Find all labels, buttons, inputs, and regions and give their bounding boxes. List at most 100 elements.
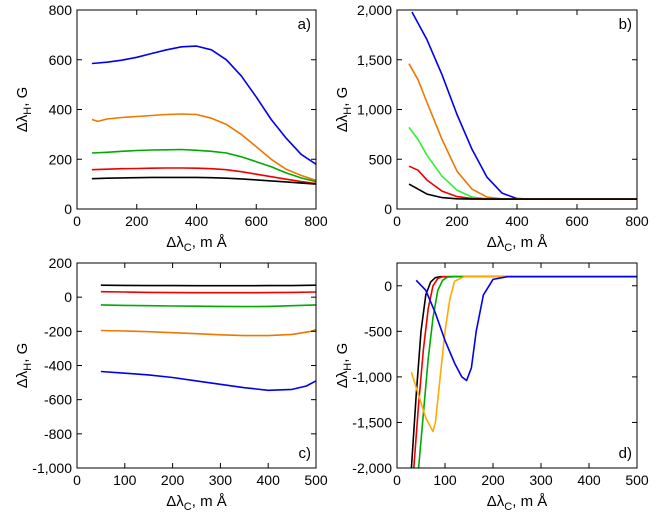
plot-frame <box>396 9 638 210</box>
y-tick-label: 0 <box>64 201 72 217</box>
x-tick-label: 400 <box>505 213 529 229</box>
x-tick-label: 400 <box>257 472 281 488</box>
series-line-4 <box>91 167 316 185</box>
y-axis-label: ΔλH, G <box>14 87 34 133</box>
y-tick-label: -800 <box>44 426 72 442</box>
series-line-5 <box>91 176 316 185</box>
series-line-2 <box>413 275 637 468</box>
y-axis-label-sub: H <box>342 107 354 115</box>
x-tick-label: 200 <box>161 472 185 488</box>
y-tick-label: 200 <box>49 255 73 271</box>
x-tick-label: 300 <box>529 472 553 488</box>
panel-letter: c) <box>299 445 312 462</box>
y-axis-label-unit: , G <box>14 343 31 363</box>
series-line-4 <box>410 275 637 433</box>
y-axis-label-main: Δλ <box>14 114 31 132</box>
y-axis-label-sub: H <box>342 363 354 371</box>
y-axis-label: ΔλH, G <box>334 87 354 133</box>
x-axis-label-main: Δλ <box>487 493 505 510</box>
plot-frame <box>76 9 317 210</box>
x-axis-label-main: Δλ <box>487 234 505 251</box>
y-tick-label: -400 <box>44 358 72 374</box>
x-tick-label: 600 <box>565 213 589 229</box>
series-line-2 <box>408 63 637 200</box>
series-line-3 <box>408 126 637 200</box>
x-axis-label: ΔλC, m Å <box>487 234 548 254</box>
x-tick-label: 800 <box>304 213 328 229</box>
y-tick-label: -500 <box>364 323 392 339</box>
y-axis-label-main: Δλ <box>334 114 351 132</box>
y-tick-label: 600 <box>49 52 73 68</box>
y-axis-label: ΔλH, G <box>334 343 354 389</box>
y-tick-label: -1,000 <box>32 460 72 476</box>
x-tick-label: 200 <box>125 213 149 229</box>
y-tick-label: 0 <box>64 289 72 305</box>
y-tick-label: -1,000 <box>352 369 392 385</box>
series-line-2 <box>91 113 316 182</box>
series-line-4 <box>100 328 316 337</box>
x-tick-label: 0 <box>73 213 81 229</box>
x-tick-label: 0 <box>73 472 81 488</box>
y-axis-label-sub: H <box>22 363 34 371</box>
x-axis-label-unit: , m Å <box>512 234 547 251</box>
x-axis-label-sub: C <box>184 242 192 254</box>
y-tick-label: -600 <box>44 392 72 408</box>
x-axis-label-main: Δλ <box>166 493 184 510</box>
x-axis-label-sub: C <box>504 501 512 513</box>
x-tick-label: 100 <box>113 472 137 488</box>
y-tick-label: -2,000 <box>352 460 392 476</box>
series-line-1 <box>410 275 637 468</box>
x-tick-label: 500 <box>304 472 328 488</box>
series-line-1 <box>91 45 316 165</box>
y-axis-label-unit: , G <box>14 87 31 107</box>
series-line-5 <box>408 183 637 200</box>
x-tick-label: 500 <box>625 472 649 488</box>
y-axis-label-unit: , G <box>334 343 351 363</box>
x-tick-label: 800 <box>625 213 649 229</box>
series-line-5 <box>415 275 637 382</box>
y-tick-label: 800 <box>49 2 73 18</box>
y-tick-label: 0 <box>384 278 392 294</box>
series-line-2 <box>100 290 316 294</box>
series-line-1 <box>100 284 316 287</box>
x-axis-label-unit: , m Å <box>512 493 547 510</box>
x-tick-label: 200 <box>481 472 505 488</box>
y-tick-label: 400 <box>49 102 73 118</box>
x-tick-label: 0 <box>393 472 401 488</box>
series-line-1 <box>411 11 637 200</box>
x-tick-label: 400 <box>577 472 601 488</box>
series-line-3 <box>91 148 316 183</box>
panel-letter: a) <box>298 16 311 33</box>
y-tick-label: 200 <box>49 151 73 167</box>
plot-frame <box>396 262 638 469</box>
y-tick-label: 1,500 <box>357 52 392 68</box>
x-axis-label-sub: C <box>184 501 192 513</box>
plot-frame <box>76 262 317 469</box>
x-tick-label: 400 <box>185 213 209 229</box>
x-tick-label: 200 <box>445 213 469 229</box>
panel-letter: b) <box>619 16 632 33</box>
x-axis-label-unit: , m Å <box>192 234 227 251</box>
y-tick-label: 2,000 <box>357 2 392 18</box>
x-axis-label-sub: C <box>504 242 512 254</box>
panel-3: 0 100 200 300 400 500 -1,000 -800 -600 -400 -200 0 2… <box>14 255 328 513</box>
series-line-5 <box>100 370 316 392</box>
y-tick-label: 1,000 <box>357 102 392 118</box>
series-line-3 <box>100 304 316 308</box>
y-tick-label: 500 <box>369 151 393 167</box>
x-tick-label: 0 <box>393 213 401 229</box>
y-tick-label: -200 <box>44 323 72 339</box>
x-axis-label: ΔλC, m Å <box>487 493 548 513</box>
y-tick-label: -1,500 <box>352 414 392 430</box>
y-axis-label: ΔλH, G <box>14 343 34 389</box>
x-axis-label-main: Δλ <box>166 234 184 251</box>
x-tick-label: 600 <box>245 213 269 229</box>
x-axis-label: ΔλC, m Å <box>166 493 227 513</box>
panel-4: 0 100 200 300 400 500 -2,000 -1,500 -1,000 -500 0 Δ… <box>334 262 649 513</box>
x-tick-label: 300 <box>209 472 233 488</box>
series-line-4 <box>408 165 637 200</box>
